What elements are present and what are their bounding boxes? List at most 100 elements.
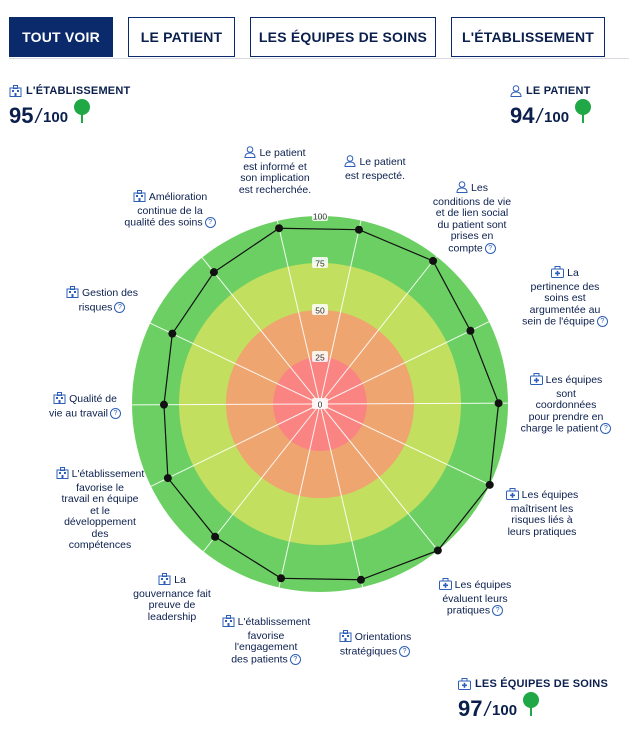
axis-label-line: risques?	[57, 301, 147, 314]
person-icon	[510, 85, 522, 97]
person-icon	[456, 181, 468, 197]
spoke-1	[319, 256, 437, 405]
help-icon[interactable]: ?	[399, 645, 411, 657]
axis-label-11: Qualité de vie au travail?	[40, 392, 130, 419]
axis-label-line: L'établissement	[53, 467, 147, 483]
tab-le-patient[interactable]: LE PATIENT	[128, 17, 235, 57]
spoke-3	[319, 402, 509, 405]
axis-label-line: des patients?	[221, 652, 311, 666]
axis-label-line: l'engagement	[221, 641, 311, 654]
axis-label-text: des	[91, 527, 109, 540]
help-icon[interactable]: ?	[109, 407, 121, 419]
data-point-10	[159, 400, 168, 409]
spoke-7	[278, 403, 321, 588]
axis-label-9: La gouvernance fait preuve de leadership	[124, 573, 220, 623]
axis-label-text: maîtrisent les	[510, 502, 574, 515]
axis-label-text: Les équipes	[545, 374, 603, 386]
axis-label-text: développement	[64, 516, 136, 528]
axis-label-10: L'établissement favorise le travail en équ…	[53, 467, 147, 552]
axis-label-line: La	[521, 266, 609, 282]
spoke-2	[319, 321, 490, 405]
axis-label-line: sont	[518, 387, 614, 401]
axis-label-text: Les	[471, 182, 488, 194]
building-icon	[66, 286, 79, 302]
data-point-13	[275, 224, 284, 233]
tick-label-0: 0	[318, 400, 323, 410]
help-icon[interactable]: ?	[600, 423, 612, 434]
score-etablissement-value: 95	[9, 103, 34, 128]
axis-label-line: favorise le	[53, 482, 147, 495]
axis-label-text: travail en équipe	[61, 493, 139, 505]
data-point-2	[466, 326, 475, 335]
score-etablissement: L'ÉTABLISSEMENT 95 / 100	[9, 85, 130, 127]
data-point-0	[354, 225, 363, 234]
axis-label-text: compétences	[68, 539, 132, 551]
axis-label-line: pertinence des	[521, 281, 609, 294]
axis-label-text: Qualité de	[69, 393, 117, 405]
axis-label-line: Qualité de	[40, 392, 130, 408]
axis-label-line: des	[53, 527, 147, 541]
axis-label-line: du patient sont	[420, 219, 524, 232]
axis-label-text: sont	[556, 387, 576, 400]
axis-label-text: L'établissement	[71, 468, 145, 480]
score-slash: /	[35, 106, 42, 128]
axis-label-2: Les conditions de vie et de lien social du …	[420, 181, 524, 254]
axis-label-text: Le patient	[359, 156, 406, 168]
tree-icon	[74, 99, 91, 123]
spoke-5	[319, 403, 439, 551]
axis-label-text: La	[174, 574, 186, 586]
axis-label-text: pour prendre en	[528, 410, 604, 423]
axis-label-line: leurs pratiques	[495, 525, 589, 539]
help-icon[interactable]: ?	[492, 605, 504, 616]
spoke-0	[319, 220, 362, 405]
tick-bg-2	[312, 304, 328, 315]
tab-equipes-de-soins[interactable]: LES ÉQUIPES DE SOINS	[250, 17, 436, 57]
tick-bg-3	[312, 257, 328, 268]
medical-bag-icon	[505, 488, 519, 504]
tab-etablissement[interactable]: L'ÉTABLISSEMENT	[451, 17, 605, 57]
axis-label-line: sein de l'équipe?	[521, 316, 609, 328]
building-icon	[339, 630, 352, 646]
axis-label-text: Amélioration	[148, 191, 208, 203]
medical-bag-icon	[551, 266, 565, 282]
axis-label-4: Les équipes sont coordonnées pour prendre e…	[518, 373, 614, 435]
building-icon	[56, 467, 69, 483]
help-icon[interactable]: ?	[596, 316, 608, 327]
axis-label-text: soins est	[544, 292, 586, 304]
axis-label-line: pour prendre en	[518, 410, 614, 424]
axis-label-text: leadership	[147, 610, 197, 623]
axis-label-line: L'établissement	[221, 615, 311, 631]
axis-label-text: leurs pratiques	[507, 525, 577, 538]
help-icon[interactable]: ?	[204, 217, 216, 228]
tick-bg-1	[312, 351, 328, 362]
axis-label-line: évaluent leurs	[427, 593, 523, 606]
axis-label-line: et le	[53, 504, 147, 518]
axis-label-line: Les	[420, 181, 524, 197]
score-patient: LE PATIENT 94 / 100	[510, 85, 592, 127]
axis-label-text: risques liés à	[511, 514, 573, 526]
tab-tout-voir[interactable]: TOUT VOIR	[9, 17, 113, 57]
help-icon[interactable]: ?	[289, 653, 301, 665]
axis-label-13: Amélioration continue de la qualité des so…	[118, 190, 222, 229]
axis-label-text: des patients	[231, 652, 288, 665]
axis-label-line: est respecté.	[330, 170, 420, 183]
data-point-3	[494, 399, 503, 408]
axis-label-text: et le	[90, 504, 110, 517]
axis-label-6: Les équipes évaluent leurs pratiques?	[427, 578, 523, 617]
help-icon[interactable]: ?	[114, 301, 126, 313]
data-point-1	[429, 256, 438, 265]
axis-label-line: prises en	[420, 230, 524, 243]
data-point-11	[168, 329, 177, 338]
axis-label-0: Le patient est informé et son implication e…	[222, 146, 328, 196]
tabs-divider	[9, 58, 629, 59]
axis-label-line: pratiques?	[427, 605, 523, 617]
axis-label-text: est recherchée.	[238, 183, 312, 196]
axis-label-text: sein de l'équipe	[522, 315, 595, 328]
tick-label-3: 75	[315, 259, 325, 269]
data-point-7	[277, 574, 286, 583]
axis-label-text: pratiques	[446, 604, 491, 617]
axis-label-line: stratégiques?	[328, 645, 422, 658]
person-icon	[244, 146, 256, 162]
axis-label-line: coordonnées	[518, 399, 614, 412]
help-icon[interactable]: ?	[484, 242, 496, 254]
